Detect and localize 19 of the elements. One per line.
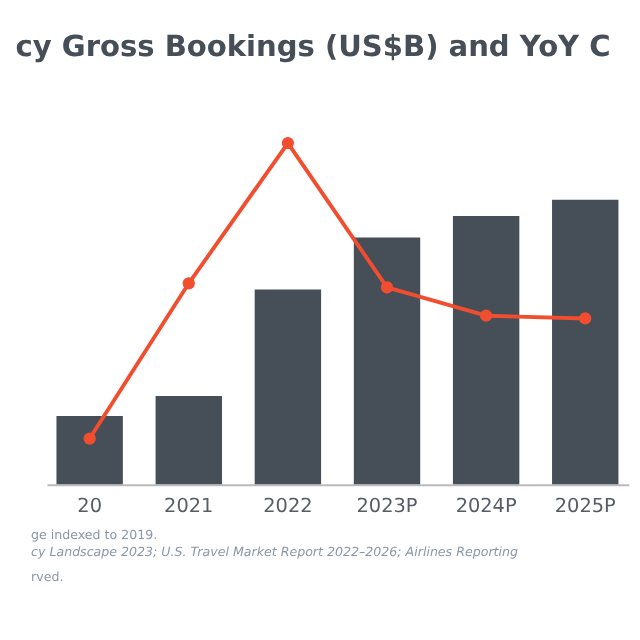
bar (452, 216, 520, 485)
point (83, 432, 96, 445)
x-tick-label: 2024P (455, 496, 517, 519)
point (182, 277, 195, 290)
x-tick-label: 20 (77, 496, 102, 519)
bar (155, 395, 222, 485)
point (380, 281, 394, 294)
bar (254, 289, 322, 485)
x-tick-label: 2021 (164, 496, 214, 519)
bar (56, 416, 123, 485)
chart-title: cy Gross Bookings (US$B) and YoY C (15, 31, 611, 64)
bar (552, 199, 619, 485)
point (281, 136, 295, 150)
point (579, 312, 592, 325)
x-tick-label: 2025P (554, 496, 617, 519)
point (480, 309, 493, 322)
x-tick-label: 2023P (356, 496, 418, 519)
x-tick-label: 2022 (263, 496, 313, 519)
bar (353, 237, 421, 485)
